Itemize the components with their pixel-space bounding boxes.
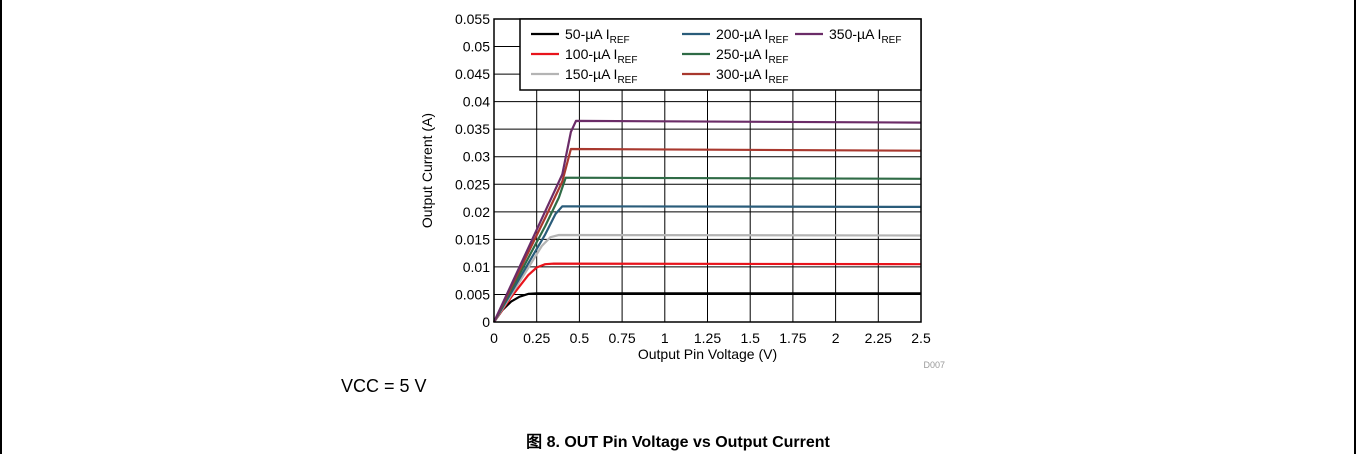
x-tick-label-6: 1.5 [740, 330, 760, 346]
series-line-3 [493, 205, 922, 323]
y-tick-label-2: 0.01 [463, 259, 490, 275]
y-axis-label: Output Current (A) [419, 113, 435, 228]
y-tick-label-4: 0.02 [463, 204, 490, 220]
y-tick-label-7: 0.035 [455, 121, 490, 137]
x-tick-label-3: 0.75 [608, 330, 635, 346]
y-tick-label-5: 0.025 [455, 176, 490, 192]
x-tick-label-1: 0.25 [523, 330, 550, 346]
figure-caption: 图 8. OUT Pin Voltage vs Output Current [526, 434, 830, 451]
condition-note: VCC = 5 V [341, 376, 427, 396]
y-tick-label-8: 0.04 [463, 94, 490, 110]
y-tick-label-0: 0 [482, 314, 490, 330]
series-line-6 [493, 119, 922, 323]
x-tick-label-5: 1.25 [694, 330, 721, 346]
x-tick-label-10: 2.5 [911, 330, 931, 346]
x-tick-label-2: 0.5 [570, 330, 590, 346]
x-tick-label-9: 2.25 [865, 330, 892, 346]
y-tick-label-11: 0.055 [455, 11, 490, 27]
figure-id: D007 [923, 360, 945, 370]
series-line-1 [493, 262, 922, 323]
series-lines [493, 119, 922, 323]
y-tick-label-10: 0.05 [463, 39, 490, 55]
series-line-2 [493, 233, 922, 323]
x-axis-label: Output Pin Voltage (V) [638, 346, 777, 362]
y-tick-label-6: 0.03 [463, 149, 490, 165]
legend-box [519, 18, 922, 91]
y-tick-label-1: 0.005 [455, 286, 490, 302]
x-tick-label-0: 0 [490, 330, 498, 346]
x-tick-label-8: 2 [832, 330, 840, 346]
y-tick-label-9: 0.045 [455, 66, 490, 82]
x-tick-label-7: 1.75 [779, 330, 806, 346]
series-line-4 [493, 176, 922, 323]
x-tick-label-4: 1 [661, 330, 669, 346]
y-tick-label-3: 0.015 [455, 231, 490, 247]
tick-labels: 0 0.25 0.5 0.75 1 1.25 1.5 1.75 2 2.25 2.5 0 0.005 0.… [455, 11, 931, 346]
